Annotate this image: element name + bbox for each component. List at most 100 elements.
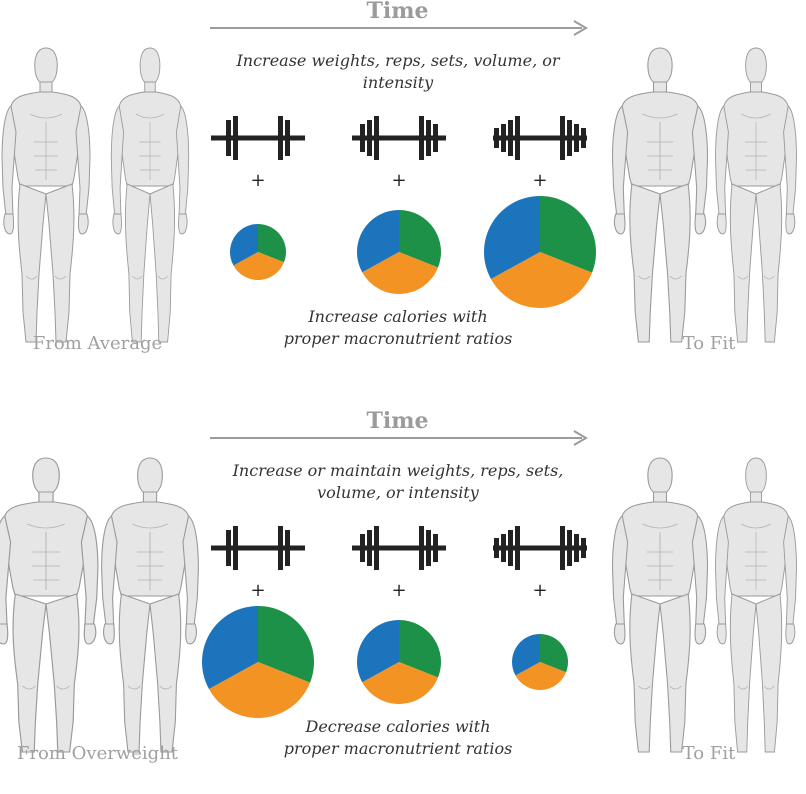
barbell-plate bbox=[560, 526, 565, 570]
body-right-leg bbox=[45, 593, 80, 753]
plus-sign: + bbox=[391, 580, 407, 601]
panel-artwork bbox=[0, 430, 797, 753]
figure-male-fit bbox=[611, 47, 709, 343]
barbell-plate bbox=[567, 120, 572, 156]
training-instruction: Increase or maintain weights, reps, sets… bbox=[210, 460, 586, 504]
barbell-plate bbox=[515, 116, 520, 160]
body-left-arm bbox=[0, 515, 12, 627]
body-left-arm bbox=[101, 515, 118, 627]
barbell-bar bbox=[352, 545, 446, 551]
barbell-plate bbox=[278, 526, 283, 570]
body-right-arm bbox=[80, 515, 99, 627]
barbell-plate bbox=[233, 526, 238, 570]
to-label: To Fit bbox=[682, 333, 736, 354]
figure-male-average bbox=[1, 47, 91, 343]
body-left-arm bbox=[110, 105, 125, 217]
barbell-plate bbox=[581, 538, 586, 558]
macro-pie-medium bbox=[357, 620, 441, 704]
body-head bbox=[745, 457, 767, 496]
barbell-bar bbox=[493, 545, 587, 551]
calorie-note: Decrease calories with proper macronutri… bbox=[210, 716, 586, 760]
body-left-arm bbox=[715, 515, 729, 627]
barbell-plate bbox=[426, 530, 431, 566]
calorie-note: Increase calories with proper macronutri… bbox=[210, 306, 586, 350]
calorie-note-line2: proper macronutrient ratios bbox=[283, 329, 513, 348]
progression-panel-overweight: Time Increase or maintain weights, reps,… bbox=[0, 408, 806, 794]
body-right-hand bbox=[178, 213, 188, 235]
barbell-plate bbox=[285, 530, 290, 566]
body-left-hand bbox=[3, 213, 15, 235]
barbell-medium bbox=[352, 116, 446, 160]
body-right-arm bbox=[691, 105, 709, 217]
body-right-leg bbox=[149, 183, 175, 343]
training-instruction-text: Increase weights, reps, sets, volume, or… bbox=[236, 51, 560, 92]
figure-female-fit bbox=[715, 457, 797, 753]
plus-sign: + bbox=[250, 170, 266, 191]
macro-slice-protein bbox=[540, 196, 597, 273]
body-right-arm bbox=[182, 515, 199, 627]
figure-female-average bbox=[110, 47, 190, 343]
macro-slice-protein bbox=[540, 634, 568, 673]
macro-slice-carbs bbox=[515, 662, 567, 691]
macro-pie-small bbox=[229, 224, 286, 281]
body-left-arm bbox=[715, 105, 729, 217]
panel-artwork bbox=[1, 20, 797, 343]
body-muscle-lines bbox=[25, 113, 67, 280]
figure-female-fit bbox=[715, 47, 797, 343]
body-muscle-lines bbox=[737, 113, 775, 280]
body-head bbox=[32, 457, 60, 496]
body-head bbox=[647, 47, 673, 86]
body-head bbox=[647, 457, 673, 496]
body-left-leg bbox=[125, 183, 151, 343]
plus-sign: + bbox=[391, 170, 407, 191]
training-instruction-text: Increase or maintain weights, reps, sets… bbox=[232, 461, 564, 502]
macro-slice-protein bbox=[258, 224, 286, 263]
macro-slice-fat bbox=[357, 620, 399, 683]
barbell-bar bbox=[211, 135, 305, 141]
time-label: Time bbox=[366, 408, 429, 434]
barbell-heavy bbox=[493, 526, 587, 570]
body-muscle-lines bbox=[132, 113, 168, 280]
body-right-leg bbox=[755, 183, 783, 343]
barbell-plate bbox=[233, 116, 238, 160]
calorie-note-line1: Increase calories with bbox=[308, 307, 488, 326]
body-right-hand bbox=[694, 213, 707, 235]
body-left-leg bbox=[629, 593, 661, 753]
body-head bbox=[34, 47, 58, 86]
body-left-hand bbox=[613, 623, 626, 645]
body-left-hand bbox=[103, 623, 115, 645]
body-left-leg bbox=[729, 593, 757, 753]
barbell-bar bbox=[493, 135, 587, 141]
barbell-plate bbox=[581, 128, 586, 148]
calorie-note-line2: proper macronutrient ratios bbox=[283, 739, 513, 758]
macro-slice-carbs bbox=[362, 662, 439, 704]
body-head bbox=[137, 457, 163, 496]
barbell-plate bbox=[574, 124, 579, 152]
to-label: To Fit bbox=[682, 743, 736, 764]
macro-pie-large bbox=[202, 606, 315, 718]
body-right-hand bbox=[83, 623, 97, 645]
body-muscle-lines bbox=[737, 523, 775, 690]
body-left-arm bbox=[1, 105, 17, 217]
body-left-leg bbox=[12, 593, 47, 753]
body-left-hand bbox=[0, 623, 9, 645]
barbell-plate bbox=[494, 128, 499, 148]
barbell-plate bbox=[508, 530, 513, 566]
body-left-leg bbox=[118, 593, 151, 753]
figure-female-overweight bbox=[101, 457, 199, 753]
macro-slice-fat bbox=[202, 606, 258, 689]
body-right-leg bbox=[659, 183, 691, 343]
figure-male-overweight bbox=[0, 457, 99, 753]
body-left-arm bbox=[611, 105, 629, 217]
barbell-plate bbox=[374, 116, 379, 160]
body-head bbox=[745, 47, 767, 86]
barbell-plate bbox=[494, 538, 499, 558]
barbell-plate bbox=[560, 116, 565, 160]
body-right-arm bbox=[783, 515, 797, 627]
barbell-plate bbox=[285, 120, 290, 156]
body-left-leg bbox=[729, 183, 757, 343]
barbell-plate bbox=[501, 124, 506, 152]
time-arrow bbox=[210, 20, 588, 36]
barbell-plate bbox=[419, 526, 424, 570]
macro-slice-fat bbox=[357, 210, 399, 273]
